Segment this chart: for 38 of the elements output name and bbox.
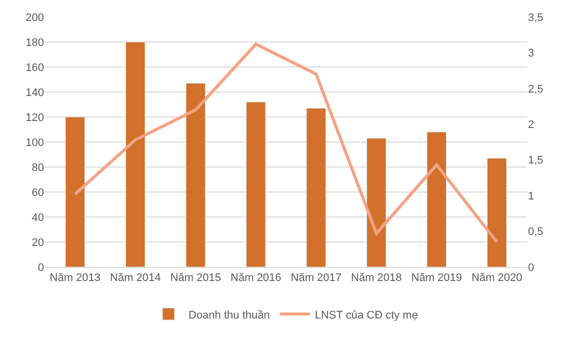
bar: [186, 83, 206, 267]
bar: [125, 42, 146, 267]
y-tick-label: 0: [38, 262, 44, 274]
y2-tick-label: 3: [528, 48, 534, 60]
y-tick-label: 20: [32, 236, 44, 249]
x-tick-label: Năm 2014: [110, 272, 161, 284]
bar: [65, 116, 86, 267]
y-tick-label: 60: [32, 186, 44, 199]
bar: [366, 138, 386, 267]
y-tick-label: 140: [26, 86, 44, 99]
x-tick-label: Năm 2017: [290, 272, 342, 284]
y-tick-label: 160: [26, 62, 44, 74]
y-tick-label: 40: [32, 212, 44, 224]
y-tick-label: 200: [26, 12, 44, 24]
x-tick-label: Năm 2019: [411, 272, 462, 284]
y2-tick-label: 0,5: [528, 226, 544, 238]
y2-tick-label: 1,5: [528, 154, 544, 167]
bar: [246, 102, 266, 267]
x-tick-label: Năm 2013: [50, 272, 101, 284]
y2-tick-label: 2,5: [528, 83, 544, 96]
y-tick-label: 120: [26, 112, 44, 124]
y2-tick-label: 2: [528, 118, 534, 131]
bar: [306, 108, 326, 267]
y-tick-label: 180: [26, 36, 44, 49]
y-tick-label: 80: [32, 162, 44, 174]
line-series: [74, 42, 498, 244]
x-tick-label: Năm 2015: [170, 272, 222, 284]
bar: [486, 158, 507, 267]
y2-tick-label: 1: [528, 190, 534, 202]
y2-tick-label: 3,5: [528, 12, 544, 24]
y-tick-label: 100: [26, 136, 44, 149]
y2-tick-label: 0: [528, 262, 534, 274]
legend-label: LNST của CĐ cty mẹ: [314, 309, 418, 322]
x-tick-label: Năm 2020: [471, 272, 522, 284]
bar: [426, 132, 447, 267]
x-tick-label: Năm 2016: [230, 272, 282, 284]
x-tick-label: Năm 2018: [350, 272, 402, 284]
legend-label: Doanh thu thuần: [188, 309, 270, 322]
